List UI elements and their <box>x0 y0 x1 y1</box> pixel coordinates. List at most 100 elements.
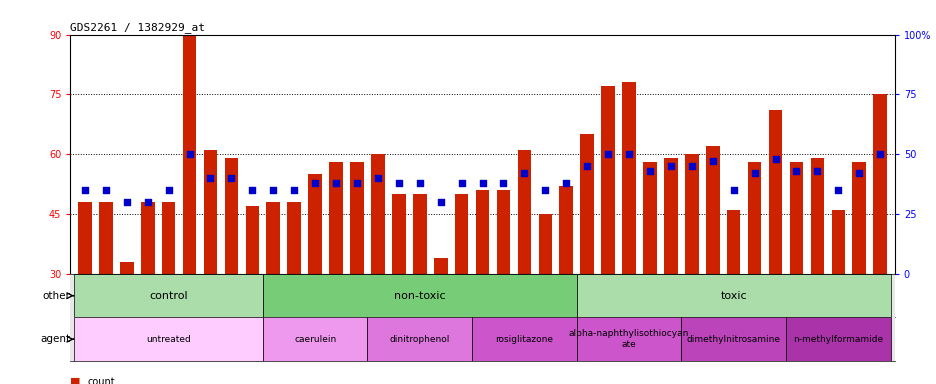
Point <box>182 151 197 157</box>
Bar <box>329 162 343 384</box>
Point <box>98 187 113 193</box>
Point <box>454 180 469 186</box>
Point <box>830 187 845 193</box>
Point <box>140 199 155 205</box>
Point <box>683 163 698 169</box>
Point <box>349 180 364 186</box>
Bar <box>472 318 577 361</box>
Bar <box>350 162 363 384</box>
Point <box>495 180 510 186</box>
Text: dinitrophenol: dinitrophenol <box>389 335 449 344</box>
Bar <box>433 258 447 384</box>
Bar <box>872 94 886 384</box>
Bar <box>99 202 112 384</box>
Text: alpha-naphthylisothiocyan
ate: alpha-naphthylisothiocyan ate <box>568 329 689 349</box>
Point <box>475 180 490 186</box>
Point <box>663 163 678 169</box>
Bar <box>78 202 92 384</box>
Bar <box>203 150 217 384</box>
Text: control: control <box>149 291 188 301</box>
Bar <box>496 190 510 384</box>
Bar <box>642 162 656 384</box>
Point <box>266 187 281 193</box>
Bar <box>747 162 761 384</box>
Bar <box>120 262 134 384</box>
Point <box>119 199 134 205</box>
Point <box>78 187 93 193</box>
Bar <box>664 158 677 384</box>
Bar <box>162 202 175 384</box>
Bar <box>454 194 468 384</box>
Bar <box>785 318 890 361</box>
Bar <box>726 210 739 384</box>
Bar <box>367 318 472 361</box>
Point <box>329 180 344 186</box>
Point <box>851 170 866 177</box>
Bar <box>810 158 824 384</box>
Point <box>391 180 406 186</box>
Point <box>307 180 322 186</box>
Bar <box>413 194 426 384</box>
Bar <box>830 210 844 384</box>
Text: count: count <box>87 377 114 384</box>
Text: agent: agent <box>40 334 70 344</box>
Text: other: other <box>43 291 70 301</box>
Point <box>517 170 532 177</box>
Text: non-toxic: non-toxic <box>393 291 446 301</box>
Point <box>203 175 218 181</box>
Point <box>788 168 803 174</box>
Bar <box>225 158 238 384</box>
Point <box>642 168 657 174</box>
Bar <box>789 162 802 384</box>
Bar <box>559 186 573 384</box>
Bar <box>577 274 890 318</box>
Point <box>224 175 239 181</box>
Point <box>746 170 761 177</box>
Bar <box>262 318 367 361</box>
Point <box>600 151 615 157</box>
Point <box>579 163 594 169</box>
Point <box>370 175 385 181</box>
Bar <box>391 194 405 384</box>
Point <box>725 187 740 193</box>
Bar <box>538 214 551 384</box>
Bar <box>245 206 259 384</box>
Bar <box>74 318 262 361</box>
Text: dimethylnitrosamine: dimethylnitrosamine <box>686 335 780 344</box>
Bar <box>579 134 593 384</box>
Bar <box>705 146 719 384</box>
Point <box>871 151 886 157</box>
Point <box>412 180 427 186</box>
Point <box>621 151 636 157</box>
Bar <box>140 202 154 384</box>
Point <box>768 156 782 162</box>
Bar <box>475 190 489 384</box>
Bar <box>266 202 280 384</box>
Bar <box>768 110 782 384</box>
Text: ■: ■ <box>70 377 80 384</box>
Bar <box>852 162 865 384</box>
Bar <box>262 274 577 318</box>
Point <box>286 187 301 193</box>
Bar <box>622 83 636 384</box>
Bar <box>183 35 197 384</box>
Text: GDS2261 / 1382929_at: GDS2261 / 1382929_at <box>70 22 205 33</box>
Point <box>161 187 176 193</box>
Point <box>432 199 447 205</box>
Point <box>537 187 552 193</box>
Bar <box>684 154 698 384</box>
Point <box>244 187 259 193</box>
Bar <box>680 318 785 361</box>
Point <box>558 180 573 186</box>
Text: n-methylformamide: n-methylformamide <box>793 335 883 344</box>
Text: caerulein: caerulein <box>294 335 336 344</box>
Text: untreated: untreated <box>146 335 191 344</box>
Text: toxic: toxic <box>720 291 746 301</box>
Bar <box>577 318 680 361</box>
Bar <box>517 150 531 384</box>
Bar <box>308 174 322 384</box>
Bar <box>287 202 300 384</box>
Point <box>809 168 824 174</box>
Point <box>705 158 720 164</box>
Bar <box>74 274 262 318</box>
